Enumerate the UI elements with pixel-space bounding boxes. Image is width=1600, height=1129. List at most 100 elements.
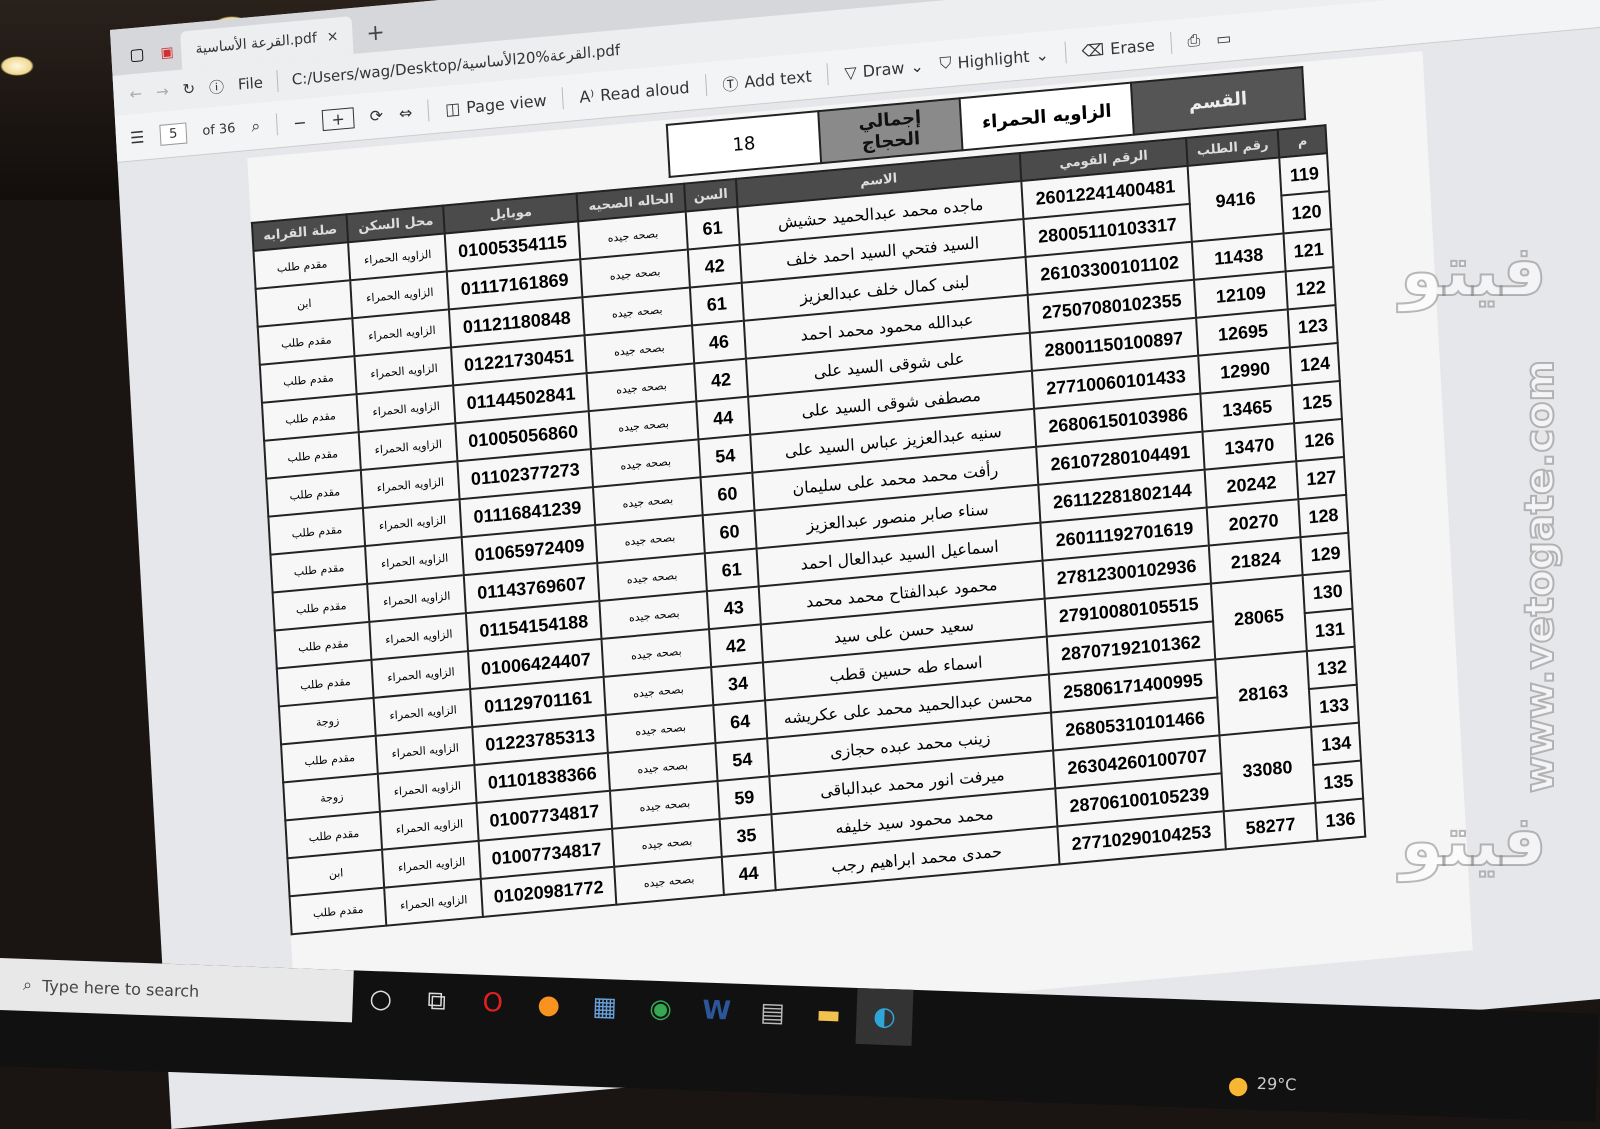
cell-age: 35 [719, 814, 774, 857]
cell-age: 61 [689, 282, 744, 326]
cell-row-number: 122 [1286, 267, 1336, 310]
cell-age: 44 [696, 396, 751, 440]
page-view-button[interactable]: ◫ Page view [445, 90, 547, 118]
cell-age: 60 [700, 472, 755, 516]
cell-request-number: 28163 [1214, 651, 1312, 736]
cell-row-number: 128 [1298, 494, 1349, 538]
cell-request-number: 9416 [1187, 157, 1284, 242]
cell-age: 42 [687, 244, 742, 288]
cell-request-number: 28065 [1210, 575, 1308, 660]
weather-icon: ● [1227, 1070, 1250, 1100]
cell-row-number: 125 [1292, 380, 1342, 424]
divider [276, 70, 279, 93]
cell-row-number: 133 [1309, 684, 1359, 727]
section-value: الزاويه الحمراء [959, 82, 1134, 151]
save-icon[interactable]: ▭ [1215, 27, 1232, 49]
cell-row-number: 121 [1283, 229, 1334, 272]
rotate-icon[interactable]: ⟳ [369, 105, 384, 126]
cell-age: 54 [715, 738, 770, 782]
section-label: القسم [1130, 67, 1306, 135]
cell-row-number: 136 [1315, 798, 1366, 841]
divider [704, 74, 707, 97]
close-tab-icon[interactable]: × [326, 28, 339, 46]
page-view-icon: ◫ [444, 98, 461, 119]
cell-row-number: 135 [1313, 760, 1364, 803]
search-icon: ⌕ [22, 974, 33, 995]
refresh-icon[interactable]: ↻ [182, 79, 196, 99]
cell-age: 54 [698, 434, 753, 478]
cell-age: 46 [691, 320, 746, 364]
cell-residence: الزاويه الحمراء [384, 878, 483, 926]
cell-row-number: 131 [1305, 608, 1355, 652]
cortana-icon[interactable]: ○ [368, 983, 393, 1015]
calculator-icon[interactable]: ▦ [591, 991, 618, 1023]
contents-icon[interactable]: ☰ [129, 126, 145, 148]
highlight-icon: ⛉ [939, 52, 953, 73]
read-aloud-label: Read aloud [599, 77, 690, 105]
cell-age: 60 [702, 510, 757, 554]
add-text-button[interactable]: Ⓣ Add text [722, 64, 813, 96]
chrome-icon[interactable]: ◉ [648, 993, 673, 1025]
cell-request-number: 33080 [1219, 726, 1316, 812]
cell-row-number: 120 [1281, 191, 1332, 234]
column-header: م [1278, 125, 1328, 158]
add-text-icon: Ⓣ [721, 74, 739, 95]
cell-row-number: 119 [1279, 153, 1330, 196]
search-icon[interactable]: ⌕ [250, 115, 261, 136]
print-icon[interactable]: ⎙ [1186, 30, 1201, 51]
zoom-out-button[interactable]: − [292, 112, 308, 133]
cell-row-number: 129 [1300, 532, 1351, 576]
read-aloud-icon: A⁾ [578, 85, 595, 107]
cell-request-number: 58277 [1223, 802, 1318, 850]
cell-age: 34 [710, 662, 766, 706]
address-scheme: File [237, 73, 264, 94]
opera-icon[interactable]: O [481, 987, 504, 1019]
monitor-screen: ▢ ▣ القرعة الأساسية.pdf × + ← → ↻ ⓘ File… [110, 0, 1600, 1129]
cell-row-number: 130 [1302, 570, 1353, 614]
weather-app-icon[interactable]: ● [536, 989, 561, 1021]
cell-row-number: 134 [1311, 722, 1361, 765]
back-icon[interactable]: ← [129, 84, 143, 104]
fit-width-icon[interactable]: ⇔ [398, 102, 413, 123]
weather-temp: 29°C [1256, 1073, 1297, 1095]
read-aloud-button[interactable]: A⁾ Read aloud [579, 77, 690, 106]
pdf-file-icon: ▣ [160, 44, 175, 62]
divider [826, 63, 830, 86]
chevron-down-icon[interactable]: ⌄ [1034, 44, 1050, 65]
divider [275, 113, 278, 136]
page-total: of 36 [201, 120, 236, 139]
file-explorer-icon[interactable]: ▬ [815, 999, 842, 1031]
draw-label: Draw [862, 57, 905, 81]
new-tab-button[interactable]: + [365, 19, 386, 47]
highlight-label: Highlight [957, 46, 1031, 72]
cell-relation: مقدم طلب [289, 887, 387, 935]
cell-row-number: 123 [1288, 305, 1338, 348]
edge-icon[interactable]: ◐ [855, 987, 914, 1046]
cell-row-number: 127 [1296, 456, 1347, 500]
task-view-icon[interactable]: ⧉ [426, 985, 447, 1017]
cell-age: 64 [713, 700, 768, 744]
taskbar-search[interactable]: ⌕ Type here to search [0, 958, 354, 1023]
cell-age: 61 [704, 548, 759, 592]
erase-button[interactable]: ⌫ Erase [1081, 35, 1155, 61]
cell-age: 44 [721, 852, 776, 895]
page-number-input[interactable]: 5 [159, 122, 188, 146]
draw-button[interactable]: ▽ Draw ⌄ [844, 56, 924, 82]
word-icon[interactable]: W [701, 995, 732, 1027]
notepad-icon[interactable]: ▤ [759, 997, 786, 1029]
info-icon: ⓘ [208, 77, 225, 97]
divider [1169, 31, 1173, 54]
page-view-label: Page view [465, 90, 548, 117]
highlight-button[interactable]: ⛉ Highlight ⌄ [939, 44, 1049, 74]
cell-row-number: 124 [1290, 343, 1340, 386]
forward-icon[interactable]: → [155, 81, 170, 102]
divider [561, 87, 565, 110]
tab-actions-icon[interactable]: ▢ [128, 43, 145, 65]
total-value: 18 [666, 111, 822, 177]
cell-age: 59 [717, 776, 772, 820]
zoom-in-button[interactable]: + [321, 106, 355, 131]
tab-title: القرعة الأساسية.pdf [195, 30, 318, 58]
chevron-down-icon[interactable]: ⌄ [909, 55, 925, 77]
cell-age: 42 [708, 624, 763, 668]
table-body: 119 9416 26012241400481 ماجده محمد عبدالحمي… [253, 153, 1366, 935]
